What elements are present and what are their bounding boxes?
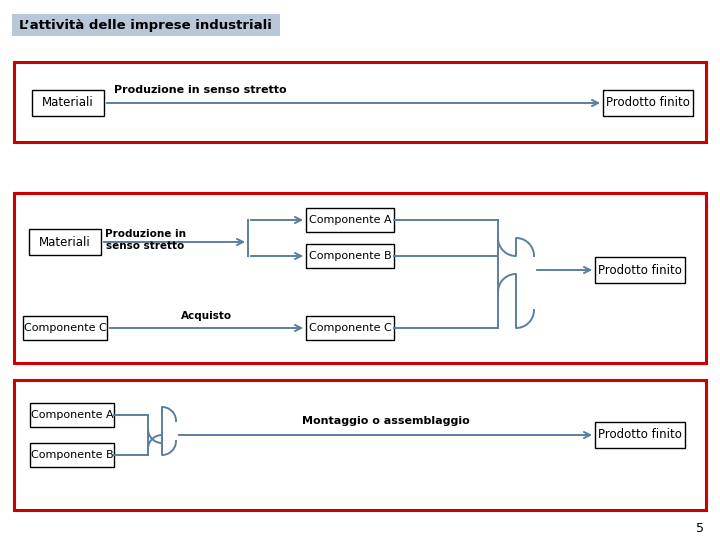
FancyBboxPatch shape <box>14 193 706 363</box>
Text: Componente C: Componente C <box>309 323 392 333</box>
FancyBboxPatch shape <box>306 316 394 340</box>
Text: 5: 5 <box>696 522 704 535</box>
FancyBboxPatch shape <box>29 229 101 255</box>
Text: Prodotto finito: Prodotto finito <box>598 264 682 276</box>
Text: Componente B: Componente B <box>309 251 391 261</box>
FancyBboxPatch shape <box>595 257 685 283</box>
Text: Produzione in
senso stretto: Produzione in senso stretto <box>105 229 186 251</box>
Text: Prodotto finito: Prodotto finito <box>606 97 690 110</box>
FancyBboxPatch shape <box>306 244 394 268</box>
FancyBboxPatch shape <box>23 316 107 340</box>
FancyBboxPatch shape <box>30 443 114 467</box>
Text: Prodotto finito: Prodotto finito <box>598 429 682 442</box>
FancyBboxPatch shape <box>306 208 394 232</box>
FancyBboxPatch shape <box>30 403 114 427</box>
FancyBboxPatch shape <box>595 422 685 448</box>
FancyBboxPatch shape <box>12 14 280 36</box>
Text: Componente A: Componente A <box>309 215 391 225</box>
Text: Componente B: Componente B <box>31 450 113 460</box>
Text: Materiali: Materiali <box>39 235 91 248</box>
FancyBboxPatch shape <box>14 380 706 510</box>
Text: Acquisto: Acquisto <box>181 311 232 321</box>
Text: Componente C: Componente C <box>24 323 107 333</box>
Text: Montaggio o assemblaggio: Montaggio o assemblaggio <box>302 416 469 426</box>
Text: Produzione in senso stretto: Produzione in senso stretto <box>114 85 287 95</box>
FancyBboxPatch shape <box>14 62 706 142</box>
FancyBboxPatch shape <box>603 90 693 116</box>
FancyBboxPatch shape <box>32 90 104 116</box>
Text: L’attività delle imprese industriali: L’attività delle imprese industriali <box>19 18 272 31</box>
Text: Materiali: Materiali <box>42 97 94 110</box>
Text: Componente A: Componente A <box>31 410 113 420</box>
